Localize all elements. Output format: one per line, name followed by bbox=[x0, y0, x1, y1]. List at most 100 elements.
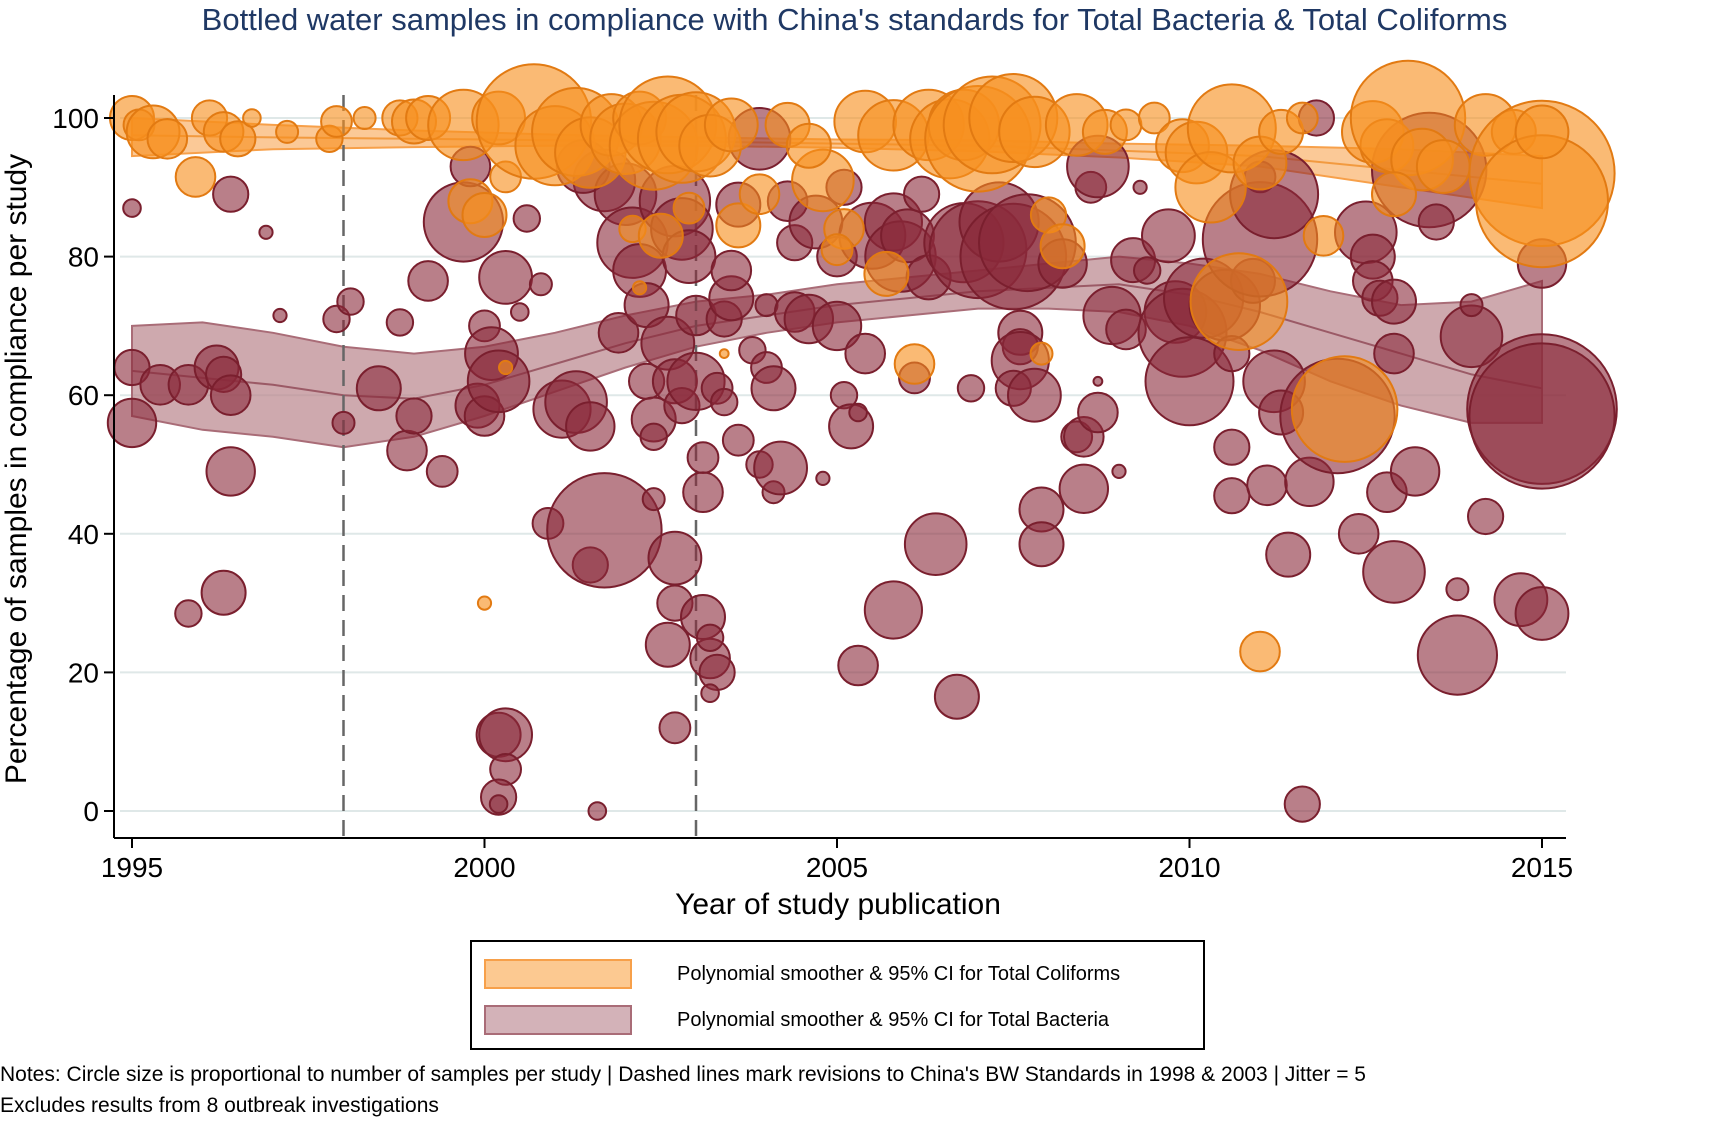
point-coliforms bbox=[242, 108, 262, 128]
point-coliforms bbox=[146, 118, 189, 160]
point-bacteria bbox=[903, 512, 968, 577]
point-bacteria bbox=[212, 175, 250, 213]
point-bacteria bbox=[1141, 208, 1196, 264]
point-coliforms bbox=[632, 280, 648, 296]
point-bacteria bbox=[205, 446, 256, 497]
point-bacteria bbox=[1337, 513, 1380, 555]
point-coliforms bbox=[1290, 355, 1399, 463]
point-bacteria bbox=[1362, 540, 1426, 604]
point-bacteria bbox=[478, 250, 534, 305]
point-bacteria bbox=[336, 287, 365, 316]
point-coliforms bbox=[352, 106, 377, 130]
point-bacteria bbox=[1092, 375, 1104, 387]
point-bacteria bbox=[1246, 464, 1288, 507]
smoother-line-coliforms bbox=[131, 134, 1543, 185]
point-bacteria bbox=[1144, 336, 1235, 427]
legend-swatch-coliforms bbox=[484, 959, 632, 989]
point-bacteria bbox=[565, 401, 616, 452]
point-bacteria bbox=[1371, 278, 1417, 325]
y-axis-label: Percentage of samples in compliance per … bbox=[0, 154, 33, 784]
point-bacteria bbox=[844, 332, 887, 375]
legend-label-coliforms: Polynomial smoother & 95% CI for Total C… bbox=[677, 962, 1121, 985]
point-coliforms bbox=[1285, 101, 1319, 135]
point-bacteria bbox=[386, 429, 428, 472]
point-bacteria bbox=[587, 801, 608, 821]
point-coliforms bbox=[893, 343, 936, 385]
legend: Polynomial smoother & 95% CI for Total C… bbox=[470, 940, 1205, 1050]
point-bacteria bbox=[1514, 586, 1570, 641]
point-bacteria bbox=[1213, 477, 1251, 515]
point-bacteria bbox=[1283, 785, 1321, 823]
point-coliforms bbox=[320, 105, 353, 138]
point-bacteria bbox=[597, 312, 640, 354]
point-coliforms bbox=[637, 212, 684, 259]
point-bacteria bbox=[466, 349, 531, 414]
point-bacteria bbox=[528, 272, 553, 297]
point-bacteria bbox=[682, 471, 724, 514]
point-bacteria bbox=[174, 599, 203, 628]
point-bacteria bbox=[1417, 203, 1455, 241]
point-bacteria bbox=[331, 410, 356, 435]
point-bacteria bbox=[710, 249, 753, 292]
point-bacteria bbox=[1389, 446, 1441, 497]
x-tick-label: 2000 bbox=[453, 852, 515, 883]
point-bacteria bbox=[1007, 367, 1062, 423]
x-tick-label: 1995 bbox=[101, 852, 163, 883]
point-bacteria bbox=[750, 365, 797, 412]
legend-swatch-bacteria bbox=[484, 1005, 632, 1035]
legend-label-bacteria: Polynomial smoother & 95% CI for Total B… bbox=[677, 1008, 1110, 1031]
point-bacteria bbox=[106, 397, 158, 449]
point-coliforms bbox=[219, 120, 257, 158]
point-bacteria bbox=[510, 302, 530, 322]
point-bacteria bbox=[848, 402, 868, 423]
point-bacteria bbox=[1459, 293, 1484, 318]
point-bacteria bbox=[956, 374, 986, 403]
point-bacteria bbox=[1445, 577, 1470, 602]
point-coliforms bbox=[174, 156, 217, 198]
point-bacteria bbox=[815, 470, 831, 486]
point-bacteria bbox=[863, 580, 924, 640]
point-bacteria bbox=[1111, 463, 1127, 479]
point-bacteria bbox=[753, 440, 808, 496]
notes-line-1: Notes: Circle size is proportional to nu… bbox=[0, 1063, 1366, 1086]
point-bacteria bbox=[395, 397, 433, 435]
point-bacteria bbox=[1416, 614, 1499, 696]
point-bacteria bbox=[1265, 531, 1312, 578]
y-tick-label: 20 bbox=[68, 657, 99, 688]
point-coliforms bbox=[1415, 139, 1471, 194]
x-tick-label: 2005 bbox=[806, 852, 868, 883]
axes: 0 20 40 60 80 100 1995 2000 2005 2010 2015 bbox=[52, 95, 1573, 883]
point-bacteria bbox=[698, 653, 736, 692]
point-bacteria bbox=[721, 423, 755, 457]
x-axis-label: Year of study publication bbox=[675, 888, 1001, 921]
point-bacteria bbox=[122, 198, 142, 218]
point-bacteria bbox=[695, 623, 725, 652]
point-coliforms bbox=[1109, 108, 1143, 142]
point-coliforms bbox=[1302, 215, 1345, 257]
point-coliforms bbox=[476, 595, 493, 611]
point-bacteria bbox=[710, 387, 739, 417]
point-bacteria bbox=[686, 441, 720, 475]
point-bacteria bbox=[425, 455, 459, 488]
point-bacteria bbox=[1018, 521, 1065, 568]
y-tick-label: 60 bbox=[68, 380, 99, 411]
point-bacteria bbox=[355, 365, 402, 412]
point-bacteria bbox=[1077, 391, 1119, 434]
point-bacteria bbox=[258, 224, 274, 240]
point-coliforms bbox=[1371, 171, 1417, 218]
point-coliforms bbox=[703, 97, 759, 153]
point-bacteria bbox=[200, 569, 247, 616]
point-coliforms bbox=[715, 202, 762, 249]
y-tick-label: 0 bbox=[83, 796, 99, 827]
point-coliforms bbox=[863, 250, 910, 297]
y-tick-label: 80 bbox=[68, 242, 99, 273]
point-coliforms bbox=[498, 359, 514, 376]
point-bacteria bbox=[272, 307, 288, 324]
point-bacteria bbox=[933, 673, 980, 720]
y-tick-label: 40 bbox=[68, 519, 99, 550]
point-bacteria bbox=[1373, 332, 1415, 375]
point-bacteria bbox=[1213, 428, 1251, 466]
point-coliforms bbox=[1039, 223, 1086, 270]
notes-line-2: Excludes results from 8 outbreak investi… bbox=[0, 1094, 439, 1117]
legend-item-bacteria: Polynomial smoother & 95% CI for Total B… bbox=[484, 1002, 1109, 1038]
